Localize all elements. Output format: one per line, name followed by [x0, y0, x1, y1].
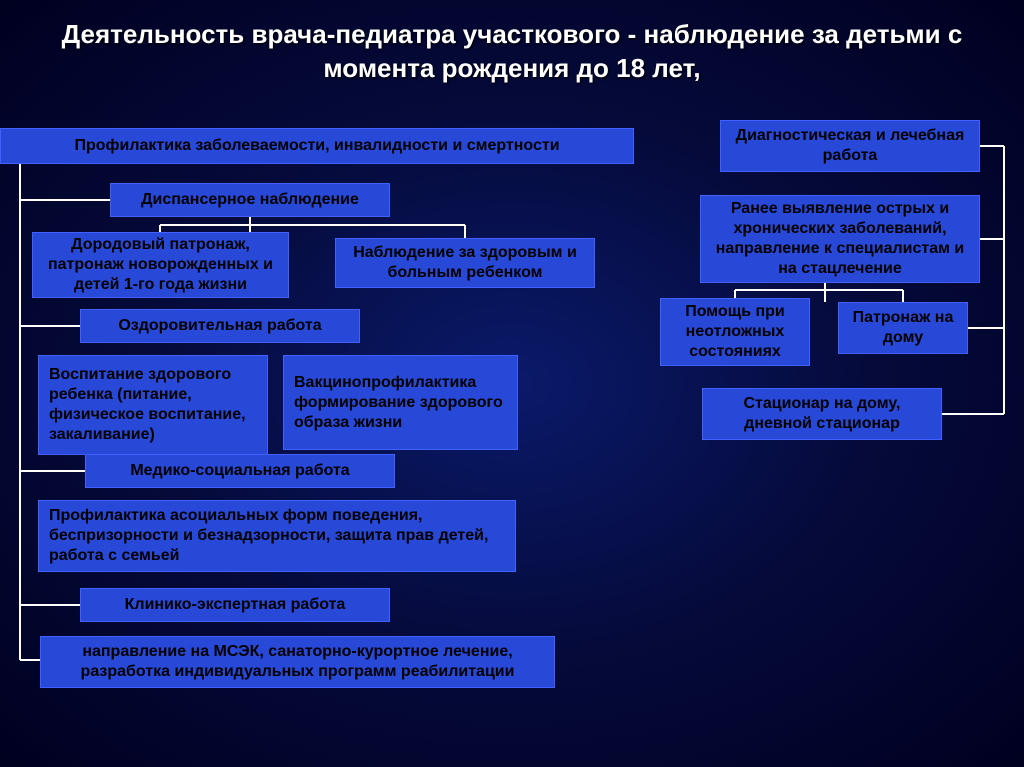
box-s2-header: Оздоровительная работа [80, 309, 360, 343]
box-s1-b: Наблюдение за здоровым и больным ребенко… [335, 238, 595, 288]
box-s4-header: Клинико-экспертная работа [80, 588, 390, 622]
box-right-root: Диагностическая и лечебная работа [720, 120, 980, 172]
box-r-b: Помощь при неотложных состояниях [660, 298, 810, 366]
box-s1-a: Дородовый патронаж, патронаж новорожденн… [32, 232, 289, 298]
box-s3-a: Профилактика асоциальных форм поведения,… [38, 500, 516, 572]
box-s2-a: Воспитание здорового ребенка (питание, ф… [38, 355, 268, 455]
box-s4-a: направление на МСЭК, санаторно-курортное… [40, 636, 555, 688]
box-r-a: Ранее выявление острых и хронических заб… [700, 195, 980, 283]
box-r-c: Патронаж на дому [838, 302, 968, 354]
box-left-root: Профилактика заболеваемости, инвалидност… [0, 128, 634, 164]
box-s3-header: Медико-социальная работа [85, 454, 395, 488]
box-s1-header: Диспансерное наблюдение [110, 183, 390, 217]
box-r-d: Стационар на дому, дневной стационар [702, 388, 942, 440]
box-s2-b: Вакцинопрофилактика формирование здорово… [283, 355, 518, 450]
page-title: Деятельность врача-педиатра участкового … [0, 0, 1024, 96]
